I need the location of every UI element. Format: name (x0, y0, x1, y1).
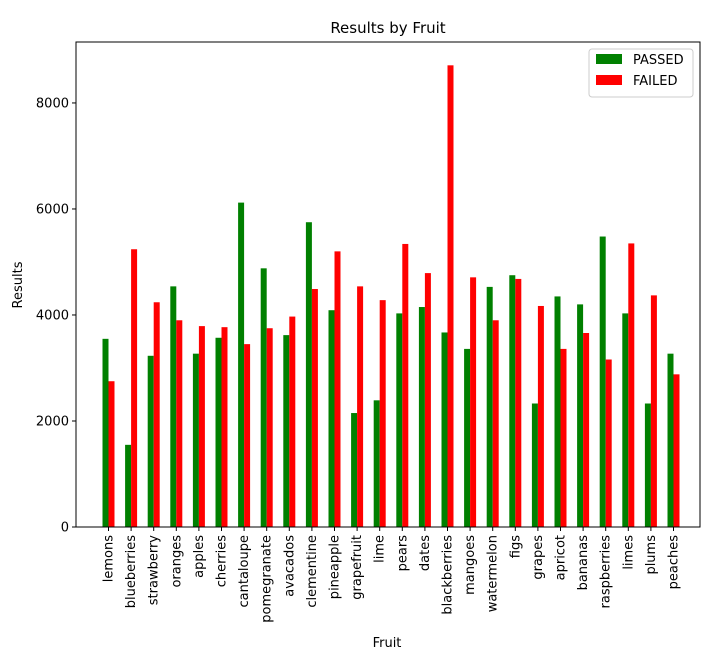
x-tick-label: peaches (667, 535, 682, 590)
x-tick-label: raspberries (599, 535, 614, 609)
legend-label-failed: FAILED (633, 74, 677, 89)
y-axis-label: Results (11, 261, 26, 308)
x-tick-label: grapes (531, 535, 546, 580)
bar-passed-figs (509, 275, 516, 527)
y-tick-label: 4000 (36, 308, 69, 323)
bar-failed-grapefruit (357, 286, 364, 527)
bar-passed-grapes (531, 403, 538, 527)
bar-passed-pineapple (328, 310, 335, 527)
y-axis: 0 2000 4000 6000 8000 (36, 96, 76, 536)
x-tick-label: cantaloupe (237, 535, 252, 607)
legend-swatch-passed (596, 54, 622, 64)
bar-failed-avacados (289, 316, 296, 527)
x-tick-label: apricot (554, 535, 569, 580)
bar-passed-plums (644, 403, 651, 527)
y-tick-label: 8000 (36, 96, 69, 111)
bar-failed-lime (379, 300, 386, 527)
bar-failed-cherries (221, 327, 228, 527)
bar-failed-blueberries (131, 249, 138, 527)
bar-passed-watermelon (486, 286, 493, 527)
bar-failed-apples (198, 326, 205, 527)
x-tick-label: blackberries (441, 535, 456, 615)
y-tick-label: 6000 (36, 202, 69, 217)
bar-passed-cherries (215, 337, 222, 527)
bar-failed-oranges (176, 320, 183, 527)
x-tick-label: limes (621, 535, 636, 570)
bar-failed-watermelon (492, 320, 499, 527)
bar-failed-blackberries (447, 65, 454, 527)
bar-passed-blueberries (125, 444, 132, 527)
bar-failed-pomegranate (266, 328, 273, 527)
bar-failed-apricot (560, 348, 567, 527)
bar-passed-pomegranate (260, 268, 267, 527)
bar-failed-bananas (583, 333, 590, 527)
x-axis: lemons blueberries strawberry oranges apples… (102, 527, 682, 623)
bar-failed-limes (628, 243, 635, 528)
x-tick-label: plums (644, 535, 659, 575)
x-tick-label: grapefruit (350, 535, 365, 600)
x-tick-label: pomegranate (260, 535, 275, 623)
bar-passed-raspberries (599, 236, 606, 527)
bar-passed-mangoes (464, 348, 471, 527)
bars-group (102, 65, 680, 528)
x-axis-label: Fruit (373, 636, 402, 651)
bar-passed-apricot (554, 296, 561, 527)
legend-swatch-failed (596, 75, 622, 85)
x-tick-label: strawberry (147, 535, 162, 606)
x-tick-label: oranges (169, 535, 184, 588)
bar-failed-raspberries (605, 359, 612, 527)
x-tick-label: clementine (305, 535, 320, 608)
bar-failed-figs (515, 278, 522, 527)
x-tick-label: figs (508, 535, 523, 558)
x-tick-label: dates (418, 535, 433, 571)
bar-passed-bananas (577, 304, 584, 527)
bar-failed-cantaloupe (244, 344, 251, 527)
bar-passed-clementine (305, 222, 312, 527)
bar-failed-dates (424, 273, 431, 527)
bar-passed-lime (373, 400, 380, 527)
bar-passed-limes (622, 313, 629, 527)
x-tick-label: blueberries (124, 535, 139, 608)
bar-passed-peaches (667, 353, 674, 527)
x-tick-label: cherries (215, 535, 230, 587)
bar-passed-grapefruit (351, 413, 358, 527)
bar-failed-strawberry (153, 302, 160, 527)
bar-failed-lemons (108, 381, 115, 527)
bar-failed-pears (402, 243, 409, 527)
x-tick-label: apples (192, 535, 207, 578)
bar-passed-avacados (283, 335, 290, 527)
bar-passed-apples (192, 353, 199, 527)
x-tick-label: lemons (102, 535, 117, 582)
bar-passed-oranges (170, 286, 177, 527)
chart-title: Results by Fruit (330, 19, 445, 37)
plot-frame (75, 41, 701, 528)
bar-failed-plums (650, 295, 657, 527)
x-tick-label: watermelon (486, 535, 501, 612)
bar-passed-cantaloupe (238, 202, 245, 528)
legend-label-passed: PASSED (633, 53, 684, 68)
x-tick-label: mangoes (463, 535, 478, 595)
x-tick-label: pineapple (328, 535, 343, 599)
bar-failed-peaches (673, 374, 680, 527)
bar-failed-grapes (537, 305, 544, 527)
legend: PASSED FAILED (588, 48, 694, 98)
bar-passed-dates (418, 307, 425, 527)
bar-failed-clementine (311, 289, 318, 527)
x-tick-label: bananas (576, 535, 591, 591)
bar-failed-mangoes (470, 277, 477, 527)
bar-passed-lemons (102, 338, 109, 527)
x-tick-label: pears (395, 535, 410, 572)
y-tick-label: 2000 (36, 414, 69, 429)
x-tick-label: lime (373, 535, 388, 563)
y-tick-label: 0 (61, 521, 69, 536)
bar-passed-blackberries (441, 332, 448, 527)
bar-failed-pineapple (334, 251, 341, 527)
bar-passed-pears (396, 313, 403, 527)
x-tick-label: avacados (282, 535, 297, 597)
bar-passed-strawberry (147, 355, 154, 527)
